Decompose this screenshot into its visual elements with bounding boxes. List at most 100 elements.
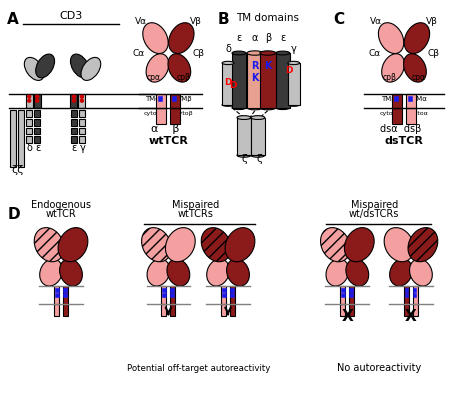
Bar	[34, 136, 40, 143]
Ellipse shape	[165, 227, 195, 262]
Text: wtTCR: wtTCR	[148, 136, 188, 146]
Bar	[221, 304, 226, 316]
Text: γ: γ	[80, 143, 86, 153]
Bar	[392, 94, 402, 108]
Text: cpβ: cpβ	[382, 73, 396, 82]
Text: X: X	[341, 309, 353, 324]
Circle shape	[81, 99, 83, 102]
Ellipse shape	[384, 227, 414, 262]
Bar	[392, 108, 402, 124]
Bar	[230, 286, 235, 304]
Bar	[413, 304, 418, 316]
Bar	[222, 63, 234, 105]
Ellipse shape	[40, 259, 63, 286]
Ellipse shape	[346, 259, 369, 286]
Bar	[55, 293, 59, 297]
Ellipse shape	[227, 259, 249, 286]
Ellipse shape	[58, 227, 88, 262]
Text: TMα: TMα	[145, 96, 160, 102]
Text: D: D	[8, 207, 20, 222]
Bar	[71, 128, 77, 134]
Bar	[63, 293, 66, 297]
Text: Vβ: Vβ	[190, 17, 202, 26]
Ellipse shape	[34, 227, 64, 262]
Bar	[170, 293, 174, 297]
Text: Mispaired: Mispaired	[351, 200, 398, 210]
Ellipse shape	[167, 259, 190, 286]
Bar	[405, 293, 409, 297]
Ellipse shape	[24, 57, 44, 81]
Ellipse shape	[247, 105, 263, 110]
Ellipse shape	[326, 259, 349, 286]
Bar	[10, 110, 16, 167]
Bar	[405, 288, 409, 292]
Bar	[34, 110, 40, 117]
Ellipse shape	[247, 51, 263, 55]
Bar	[79, 110, 85, 117]
Bar	[408, 96, 412, 101]
Text: Vα: Vα	[135, 17, 146, 26]
Text: TMα: TMα	[412, 96, 428, 102]
Text: ε: ε	[237, 33, 242, 43]
Ellipse shape	[201, 227, 231, 262]
Text: Vβ: Vβ	[426, 17, 438, 26]
Bar	[156, 108, 166, 124]
Bar	[221, 286, 226, 304]
Bar	[230, 293, 234, 297]
Text: cytoα: cytoα	[411, 111, 429, 116]
Ellipse shape	[71, 54, 90, 78]
Ellipse shape	[222, 103, 234, 106]
Bar	[349, 288, 353, 292]
Bar	[170, 94, 180, 108]
Bar	[349, 304, 354, 316]
Ellipse shape	[225, 227, 255, 262]
Bar	[26, 110, 32, 117]
Bar	[162, 304, 166, 316]
Bar	[260, 53, 276, 108]
Text: Cβ: Cβ	[428, 49, 440, 58]
Text: CD3: CD3	[59, 11, 82, 21]
Text: TM domains: TM domains	[237, 13, 299, 23]
Ellipse shape	[232, 106, 246, 110]
Circle shape	[36, 99, 39, 102]
Ellipse shape	[276, 51, 290, 55]
Text: cpα: cpα	[412, 73, 426, 82]
Text: γ: γ	[291, 44, 297, 54]
Text: Endogenous: Endogenous	[31, 200, 91, 210]
Text: δ: δ	[26, 143, 32, 153]
Bar	[163, 288, 166, 292]
Ellipse shape	[260, 51, 276, 55]
Bar	[413, 288, 417, 292]
Ellipse shape	[60, 259, 82, 286]
Bar	[406, 108, 416, 124]
Text: wtTCR: wtTCR	[46, 209, 76, 219]
Bar	[404, 304, 409, 316]
Bar	[232, 53, 246, 108]
Bar	[222, 293, 226, 297]
Bar	[349, 286, 354, 304]
Bar	[247, 53, 263, 108]
Bar	[288, 63, 300, 105]
Bar	[340, 286, 346, 304]
Text: cytoβ: cytoβ	[175, 111, 193, 116]
Text: K: K	[264, 61, 272, 71]
Text: cpβ: cpβ	[176, 73, 190, 82]
Bar	[26, 128, 32, 134]
Bar	[170, 304, 175, 316]
Bar	[230, 288, 234, 292]
Text: Mispaired: Mispaired	[172, 200, 219, 210]
Bar	[170, 288, 174, 292]
Ellipse shape	[404, 23, 429, 53]
Text: α    β: α β	[151, 124, 180, 134]
Ellipse shape	[36, 54, 55, 78]
Bar	[276, 53, 290, 108]
Text: No autoreactivity: No autoreactivity	[337, 363, 421, 373]
Bar	[78, 94, 85, 108]
Text: δ: δ	[225, 44, 231, 54]
Circle shape	[73, 95, 75, 98]
Bar	[55, 288, 59, 292]
Bar	[71, 136, 77, 143]
Ellipse shape	[237, 116, 251, 119]
Text: ε: ε	[280, 33, 285, 43]
Bar	[413, 286, 418, 304]
